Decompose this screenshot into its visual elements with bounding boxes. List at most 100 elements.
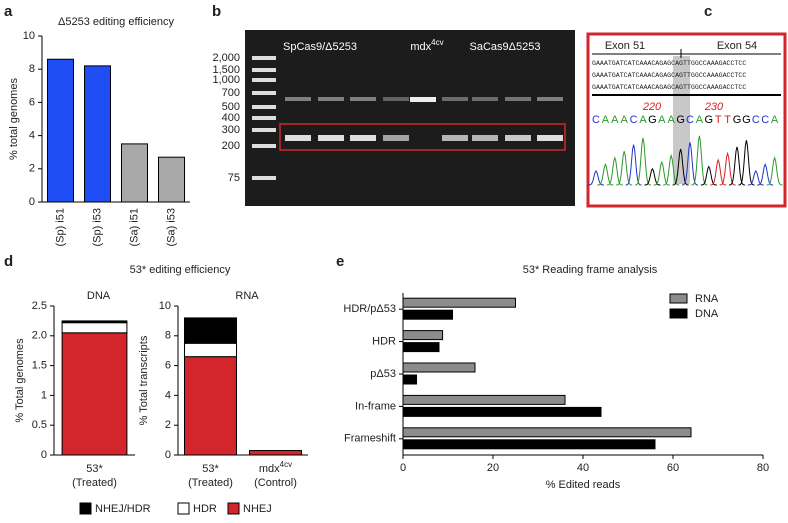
bar-segment [184, 356, 237, 456]
y-axis-label: % Total genomes [14, 338, 26, 423]
base-call: C [752, 114, 760, 126]
legend-label: RNA [695, 293, 719, 305]
legend-swatch [227, 502, 240, 515]
chart-title: 53* editing efficiency [130, 264, 231, 276]
bar-segment [249, 450, 302, 456]
bar-segment [184, 317, 237, 344]
lane-label: SaCas9Δ5253 [470, 41, 541, 53]
trace-peak [681, 142, 699, 186]
x-axis-label: % Edited reads [546, 479, 621, 491]
trace-peak [672, 148, 689, 186]
trace-peak [728, 146, 746, 186]
trace-peak [719, 151, 736, 186]
x-tick-label: (Sa) i53 [165, 208, 177, 247]
base-call: C [592, 114, 600, 126]
gel-band [350, 135, 376, 141]
y-tick-label: 6 [165, 360, 171, 372]
gel-image [245, 30, 575, 206]
ladder-band [252, 78, 276, 82]
bar-segment [61, 320, 128, 324]
position-label: 230 [704, 101, 724, 113]
trace-peak [606, 156, 623, 186]
subplot-title: RNA [235, 290, 259, 302]
trace-peak [597, 163, 614, 186]
ladder-label: 500 [222, 101, 240, 113]
y-tick-label: 4 [29, 130, 35, 142]
gel-band [472, 135, 498, 141]
ladder-band [252, 144, 276, 148]
chart-title: 53* Reading frame analysis [523, 264, 658, 276]
base-call: T [715, 114, 722, 126]
bar-segment [61, 332, 128, 456]
base-call: C [761, 114, 769, 126]
legend-swatch [669, 293, 688, 304]
y-tick-label: 8 [165, 330, 171, 342]
bar [84, 65, 111, 203]
x-tick-label: 0 [400, 462, 406, 474]
base-call: A [771, 114, 779, 126]
panel-label: a [4, 3, 13, 20]
bar [47, 58, 74, 203]
ladder-band [252, 91, 276, 95]
lane-label-sup: 4cv [431, 38, 443, 47]
legend-swatch [669, 308, 688, 319]
panel-label: e [336, 253, 344, 270]
ladder-band [252, 105, 276, 109]
ladder-label: 1,500 [212, 64, 240, 76]
bar [121, 143, 148, 203]
y-tick-label: 8 [29, 63, 35, 75]
bar [402, 362, 476, 373]
trace-peak [644, 167, 661, 186]
exon-label: Exon 51 [605, 40, 645, 52]
gel-band [537, 97, 563, 101]
base-call: C [630, 114, 638, 126]
y-tick-label: 10 [159, 300, 171, 312]
trace-peak [653, 160, 670, 186]
x-tick-label-sup: 4cv [280, 460, 292, 469]
bar [402, 427, 692, 438]
x-tick-label: 20 [487, 462, 499, 474]
ladder-band [252, 56, 276, 60]
read-sequence: GAAATGATCATCAAACAGAGCAGTTGGCCAAAGACCTCC [592, 72, 746, 79]
y-tick-label: 1 [41, 389, 47, 401]
base-call: A [658, 114, 666, 126]
chart-title: Δ5253 editing efficiency [58, 16, 174, 28]
gel-band [410, 97, 436, 102]
base-call: C [686, 114, 694, 126]
legend-label: NHEJ [243, 503, 272, 515]
x-tick-label: 53* [86, 463, 103, 475]
exon-label: Exon 54 [717, 40, 757, 52]
ladder-band [252, 68, 276, 72]
bar [402, 342, 440, 353]
bar [402, 309, 453, 320]
y-tick-label: 10 [23, 30, 35, 42]
y-tick-label: 4 [165, 389, 171, 401]
y-tick-label: 0 [41, 449, 47, 461]
base-call: A [621, 114, 629, 126]
legend-label: HDR [193, 503, 217, 515]
y-axis-label: % Total transcripts [138, 335, 150, 425]
y-tick-label: 6 [29, 96, 35, 108]
panel-label: d [4, 253, 13, 270]
ladder-label: 1,000 [212, 74, 240, 86]
x-tick-label: (Sa) i51 [128, 208, 140, 247]
gel-band [442, 97, 468, 101]
bar [402, 439, 656, 450]
y-tick-label: 2.0 [32, 330, 47, 342]
gel-bands [252, 56, 563, 180]
x-tick-label: 53* [202, 463, 219, 475]
y-axis-label: % total genomes [8, 78, 20, 160]
y-tick-label: 0 [165, 449, 171, 461]
ladder-label: 700 [222, 87, 240, 99]
gel-band [350, 97, 376, 101]
base-call: T [724, 114, 731, 126]
gel-band [285, 97, 311, 101]
y-tick-label: HDR/pΔ53 [343, 303, 396, 315]
x-tick-label: (Treated) [188, 477, 233, 489]
y-tick-label: 0 [29, 196, 35, 208]
legend-label: DNA [695, 308, 719, 320]
bar [402, 394, 566, 405]
ladder-band [252, 176, 276, 180]
gel-band [318, 135, 344, 141]
